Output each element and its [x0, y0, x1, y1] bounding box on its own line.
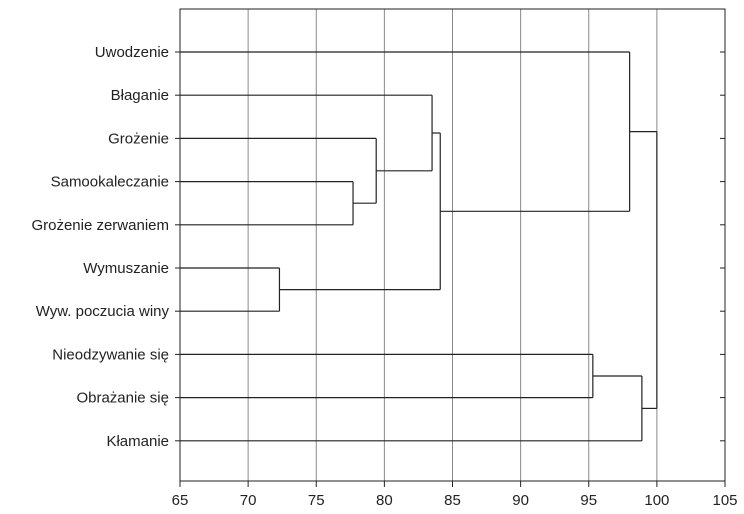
x-tick-label: 95 [580, 492, 597, 509]
x-tick-label: 105 [712, 492, 737, 509]
x-tick-label: 70 [240, 492, 257, 509]
leaf-label: Obrażanie się [76, 390, 169, 407]
x-tick-label: 65 [172, 492, 189, 509]
leaf-label: Grożenie [108, 130, 169, 147]
leaf-label: Wymuszanie [83, 260, 169, 277]
leaf-label: Kłamanie [106, 433, 169, 450]
leaf-label: Grożenie zerwaniem [31, 217, 169, 234]
leaf-label: Uwodzenie [95, 44, 169, 61]
leaf-label: Wyw. poczucia winy [36, 303, 170, 320]
leaf-label: Błaganie [111, 87, 169, 104]
x-tick-label: 90 [512, 492, 529, 509]
x-tick-label: 75 [308, 492, 325, 509]
leaf-label: Samookaleczanie [51, 174, 169, 191]
leaf-label: Nieodzywanie się [52, 346, 169, 363]
x-tick-label: 80 [376, 492, 393, 509]
x-tick-label: 85 [444, 492, 461, 509]
x-tick-label: 100 [644, 492, 669, 509]
